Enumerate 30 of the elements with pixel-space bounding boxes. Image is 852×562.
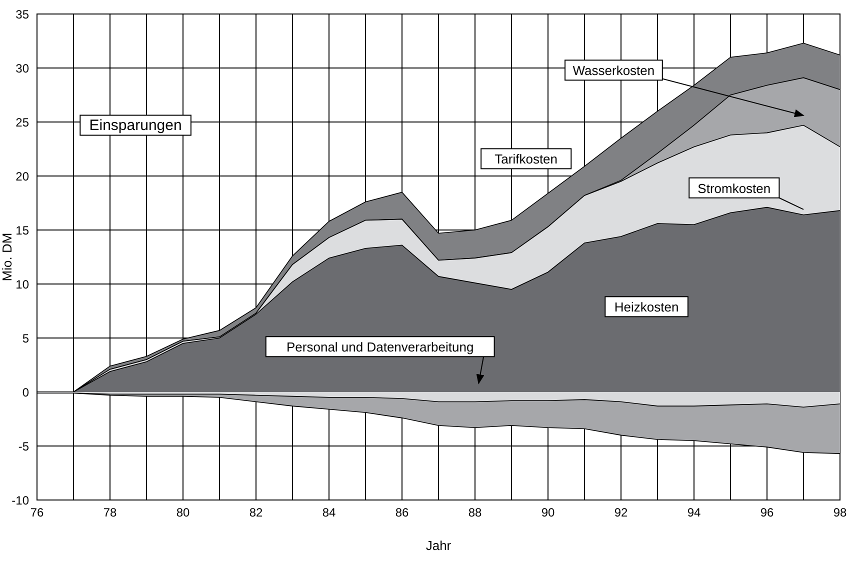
y-axis-title: Mio. DM xyxy=(0,232,15,282)
x-tick-label: 84 xyxy=(322,506,336,520)
x-tick-label: 78 xyxy=(103,506,117,520)
x-tick-label: 88 xyxy=(468,506,482,520)
x-tick-label: 86 xyxy=(395,506,409,520)
series-label: Heizkosten xyxy=(614,300,679,315)
y-tick-label: 10 xyxy=(16,277,30,292)
x-axis-title: Jahr xyxy=(426,538,452,553)
x-tick-label: 80 xyxy=(176,506,190,520)
y-tick-label: 35 xyxy=(16,7,30,22)
y-tick-label: 0 xyxy=(22,385,30,400)
y-tick-label: 20 xyxy=(16,169,30,184)
y-tick-label: 5 xyxy=(22,331,30,346)
y-tick-label: -5 xyxy=(18,439,30,454)
y-tick-label: 25 xyxy=(16,115,30,130)
x-tick-label: 92 xyxy=(614,506,628,520)
x-tick-label: 94 xyxy=(687,506,701,520)
series-label: Stromkosten xyxy=(698,180,771,196)
x-tick-label: 90 xyxy=(541,506,555,520)
y-tick-label: 30 xyxy=(16,61,30,76)
annotation: Personal und Datenverarbeitung xyxy=(286,340,474,355)
annotation: Einsparungen xyxy=(89,117,182,134)
y-tick-label: 15 xyxy=(16,223,30,238)
series-label: Tarifkosten xyxy=(494,152,558,167)
x-tick-label: 82 xyxy=(249,506,263,520)
text: Wasserkosten xyxy=(572,63,655,78)
x-tick-label: 98 xyxy=(833,506,847,520)
x-tick-label: 76 xyxy=(30,506,44,520)
y-tick-label: -10 xyxy=(12,493,30,508)
x-tick-label: 96 xyxy=(760,506,774,520)
